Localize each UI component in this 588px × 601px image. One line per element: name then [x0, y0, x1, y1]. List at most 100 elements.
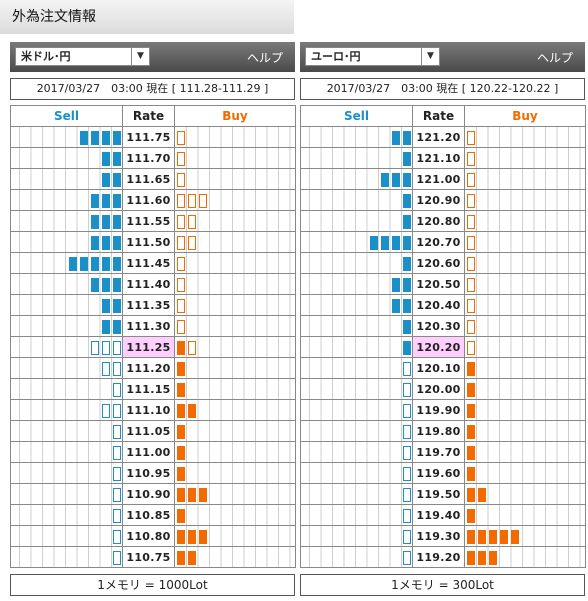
sell-limit-block [402, 341, 411, 355]
table-row: 110.80 [10, 525, 296, 547]
sell-limit-block [101, 215, 110, 229]
sell-limit-block [391, 278, 400, 292]
table-row: 119.40 [300, 504, 586, 526]
sell-cell [300, 147, 413, 169]
rate-cell: 120.00 [412, 378, 465, 400]
buy-cell [464, 525, 586, 547]
sell-limit-block [402, 236, 411, 250]
currency-pair-select[interactable]: 米ドル･円 ▼ [15, 47, 150, 66]
rate-cell: 111.65 [122, 168, 175, 190]
table-row: 110.90 [10, 483, 296, 505]
sell-stop-block [112, 341, 121, 355]
buy-limit-block [187, 488, 196, 502]
buy-cell [464, 315, 586, 337]
buy-stop-block [466, 236, 475, 250]
sell-limit-block [101, 173, 110, 187]
buy-cell [174, 168, 296, 190]
buy-cell [174, 126, 296, 148]
sell-cell [10, 525, 123, 547]
sell-stop-block [112, 446, 121, 460]
rate-cell: 119.70 [412, 441, 465, 463]
table-row: 119.30 [300, 525, 586, 547]
rate-cell: 120.20 [412, 336, 465, 358]
table-row: 111.60 [10, 189, 296, 211]
table-row: 121.00 [300, 168, 586, 190]
sell-cell [10, 504, 123, 526]
rate-cell: 120.90 [412, 189, 465, 211]
sell-cell [300, 441, 413, 463]
sell-stop-block [112, 383, 121, 397]
order-book-body: 111.75 111.70 111.65 111.60 111.55 111.50 111.… [10, 126, 296, 568]
currency-pair-select[interactable]: ユーロ･円 ▼ [305, 47, 440, 66]
sell-stop-block [402, 551, 411, 565]
buy-cell [174, 525, 296, 547]
rate-cell: 111.15 [122, 378, 175, 400]
sell-limit-block [101, 299, 110, 313]
chevron-down-icon[interactable]: ▼ [421, 48, 439, 65]
rate-header: Rate [122, 105, 175, 127]
sell-cell [10, 126, 123, 148]
rate-cell: 111.75 [122, 126, 175, 148]
table-row: 121.20 [300, 126, 586, 148]
rate-cell: 120.40 [412, 294, 465, 316]
buy-cell [174, 504, 296, 526]
panel-header: ユーロ･円 ▼ ヘルプ [300, 42, 585, 72]
table-row: 119.80 [300, 420, 586, 442]
rate-cell: 119.40 [412, 504, 465, 526]
buy-limit-block [477, 488, 486, 502]
sell-cell [10, 420, 123, 442]
sell-cell [10, 546, 123, 568]
table-row: 119.70 [300, 441, 586, 463]
buy-cell [174, 273, 296, 295]
sell-limit-block [112, 194, 121, 208]
buy-limit-block [466, 425, 475, 439]
table-row: 120.90 [300, 189, 586, 211]
sell-cell [300, 189, 413, 211]
buy-cell [464, 336, 586, 358]
buy-stop-block [176, 299, 185, 313]
rate-info: 2017/03/27 03:00 現在 [ 120.22-120.22 ] [300, 78, 585, 100]
buy-header: Buy [464, 105, 586, 127]
buy-limit-block [176, 383, 185, 397]
sell-limit-block [112, 257, 121, 271]
order-book-body: 121.20 121.10 121.00 120.90 120.80 120.70 120.… [300, 126, 586, 568]
rate-cell: 111.45 [122, 252, 175, 274]
sell-limit-block [101, 131, 110, 145]
help-link[interactable]: ヘルプ [246, 51, 283, 65]
table-row: 120.00 [300, 378, 586, 400]
table-row: 121.10 [300, 147, 586, 169]
rate-cell: 119.30 [412, 525, 465, 547]
rate-cell: 120.60 [412, 252, 465, 274]
sell-cell [300, 210, 413, 232]
sell-limit-block [402, 131, 411, 145]
sell-limit-block [402, 257, 411, 271]
buy-cell [174, 462, 296, 484]
sell-stop-block [112, 467, 121, 481]
buy-stop-block [176, 194, 185, 208]
sell-cell [10, 231, 123, 253]
buy-stop-block [176, 215, 185, 229]
buy-limit-block [466, 509, 475, 523]
buy-stop-block [466, 257, 475, 271]
table-row: 111.65 [10, 168, 296, 190]
help-link[interactable]: ヘルプ [536, 51, 573, 65]
sell-cell [10, 273, 123, 295]
rate-cell: 119.80 [412, 420, 465, 442]
buy-stop-block [466, 131, 475, 145]
rate-cell: 111.40 [122, 273, 175, 295]
sell-cell [10, 441, 123, 463]
sell-limit-block [112, 236, 121, 250]
buy-limit-block [488, 530, 497, 544]
buy-cell [174, 147, 296, 169]
sell-limit-block [380, 236, 389, 250]
buy-stop-block [176, 131, 185, 145]
table-row: 119.60 [300, 462, 586, 484]
buy-limit-block [466, 467, 475, 481]
buy-limit-block [176, 530, 185, 544]
sell-header: Sell [300, 105, 413, 127]
chevron-down-icon[interactable]: ▼ [131, 48, 149, 65]
buy-cell [464, 189, 586, 211]
buy-stop-block [198, 194, 207, 208]
buy-header: Buy [174, 105, 296, 127]
buy-cell [464, 504, 586, 526]
